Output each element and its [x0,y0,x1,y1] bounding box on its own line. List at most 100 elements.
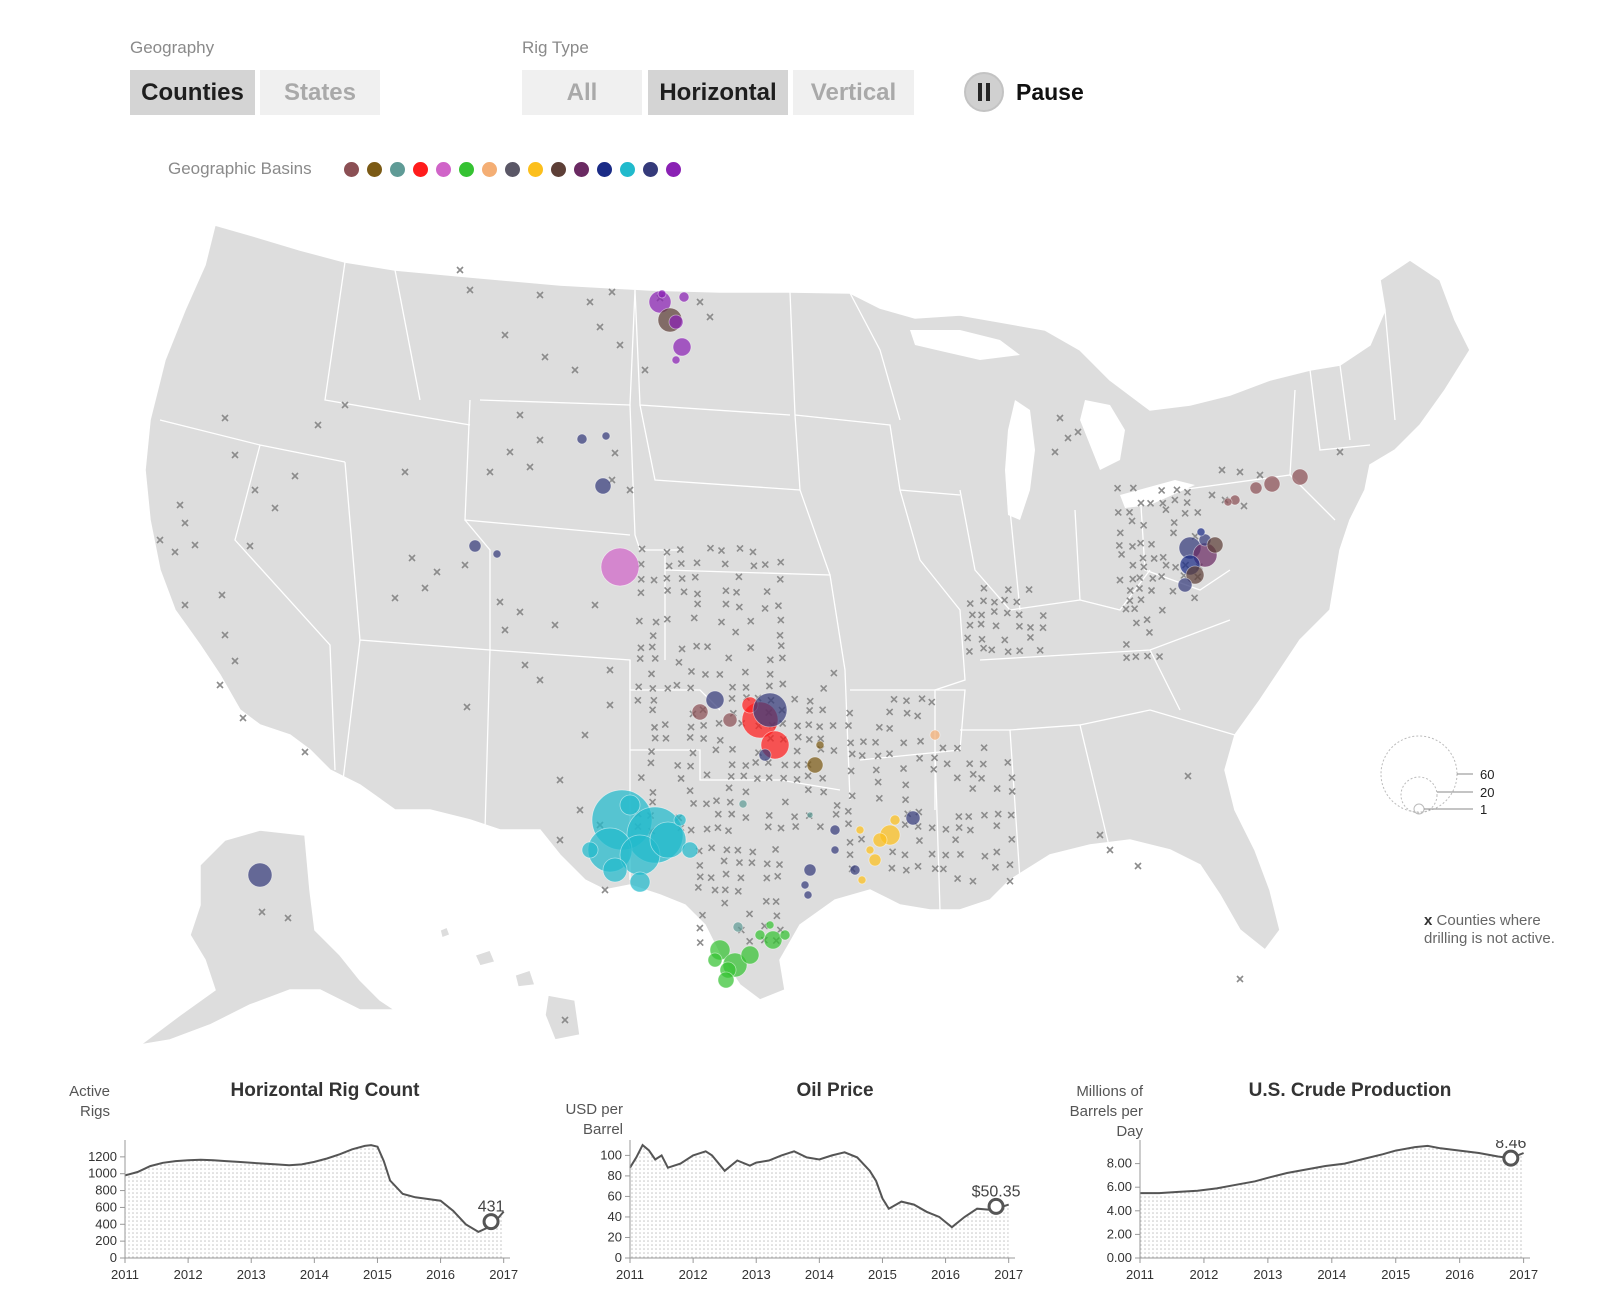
rig-bubble[interactable] [1206,536,1224,554]
rig-bubble[interactable] [602,857,628,883]
rig-bubble[interactable] [905,810,921,826]
rig-bubble[interactable] [649,821,687,859]
rig-bubble[interactable] [722,712,738,728]
rig-bubble[interactable] [732,921,744,933]
rig-bubble[interactable] [600,547,640,587]
rig-bubble[interactable] [672,337,692,357]
basin-swatch-6[interactable] [458,161,474,177]
rig-bubbles[interactable] [247,289,1309,989]
rig-bubble[interactable] [763,930,783,950]
rig-bubble[interactable] [872,832,888,848]
rig-bubble[interactable] [673,813,687,827]
rig-bubble[interactable] [707,952,723,968]
inactive-county-marker [647,670,656,678]
rig-bubble[interactable] [705,690,725,710]
rig-bubble[interactable] [247,862,273,888]
rig-bubble[interactable] [868,853,882,867]
rig-bubble[interactable] [717,971,735,989]
pause-button[interactable]: Pause [964,70,1084,114]
rig-bubble[interactable] [855,825,865,835]
rig-bubble[interactable] [929,729,941,741]
rig-bubble[interactable] [806,811,814,819]
basin-swatch-13[interactable] [619,161,635,177]
basin-swatch-10[interactable] [550,161,566,177]
geography-states-button[interactable]: States [260,70,380,115]
crude-production-chart[interactable]: 0.00 2.00 4.00 6.00 8.00 2011 2012 2013 2014 2015… [1080,1140,1580,1300]
rig-bubble[interactable] [806,756,824,774]
rig-type-vertical-button[interactable]: Vertical [793,70,914,115]
basin-swatch-15[interactable] [665,161,681,177]
rig-bubble[interactable] [681,841,699,859]
rig-bubble[interactable] [1223,497,1233,507]
rig-bubble[interactable] [800,880,810,890]
rig-bubble[interactable] [758,748,772,762]
basin-swatch-7[interactable] [481,161,497,177]
rig-bubble[interactable] [629,871,651,893]
y-tick-label: 100 [600,1147,622,1162]
rig-bubble[interactable] [815,740,825,750]
rig-bubble[interactable] [738,799,748,809]
current-value-marker[interactable] [987,1197,1005,1215]
inactive-county-marker [1135,584,1144,593]
rig-bubble[interactable] [857,875,867,885]
rig-bubble[interactable] [668,314,684,330]
rig-bubble[interactable] [1291,468,1309,486]
inactive-county-marker [993,784,1001,793]
basin-swatch-4[interactable] [412,161,428,177]
basin-swatch-3[interactable] [389,161,405,177]
rig-bubble[interactable] [829,824,841,836]
current-value-marker[interactable] [482,1213,500,1231]
inactive-county-marker [794,733,802,741]
inactive-county-marker [742,788,750,796]
rig-bubble[interactable] [1185,565,1205,585]
rig-bubble[interactable] [765,920,775,930]
rig-bubble[interactable] [803,863,817,877]
rig-bubble[interactable] [1196,527,1206,537]
oil-price-chart[interactable]: 0 20 40 60 80 100 2011 2012 2013 2014 2015 2016 2017… [575,1140,1055,1300]
rig-bubble[interactable] [594,477,612,495]
rig-bubble[interactable] [1249,481,1263,495]
rig-bubble[interactable] [691,703,709,721]
rig-bubble[interactable] [1177,577,1193,593]
inactive-county-marker [675,658,683,666]
rig-bubble[interactable] [889,814,901,826]
rig-bubble[interactable] [1263,475,1281,493]
rig-bubble[interactable] [849,864,861,876]
rig-bubble[interactable] [671,355,681,365]
rig-bubble[interactable] [752,692,788,728]
basin-swatch-5[interactable] [435,161,451,177]
basin-swatch-11[interactable] [573,161,589,177]
rig-bubble[interactable] [740,945,760,965]
rig-bubble[interactable] [576,433,588,445]
rig-bubble[interactable] [678,291,690,303]
rig-bubble[interactable] [657,289,667,299]
current-value-marker[interactable] [1502,1149,1520,1167]
geography-counties-button[interactable]: Counties [130,70,255,115]
basin-swatch-1[interactable] [343,161,359,177]
inactive-county-marker [918,695,926,703]
basin-swatch-12[interactable] [596,161,612,177]
rig-bubble[interactable] [830,845,840,855]
inactive-county-marker [433,568,441,576]
inactive-county-marker [716,670,724,679]
rig-bubble[interactable] [468,539,482,553]
rig-bubble[interactable] [803,890,813,900]
rig-bubble[interactable] [754,929,766,941]
rig-bubble[interactable] [779,929,791,941]
rig-bubble[interactable] [581,841,599,859]
rig-type-all-button[interactable]: All [522,70,642,115]
rig-bubble[interactable] [619,794,641,816]
rig-bubble[interactable] [865,845,875,855]
inactive-county-marker [700,735,708,743]
basin-swatch-2[interactable] [366,161,382,177]
us-map[interactable]: 60 20 1 [0,190,1600,1060]
rig-bubble[interactable] [492,549,502,559]
basin-swatch-14[interactable] [642,161,658,177]
rig-type-horizontal-button[interactable]: Horizontal [648,70,788,115]
rig-bubble[interactable] [601,431,611,441]
inactive-county-marker [979,760,987,768]
inactive-county-marker [1016,647,1024,655]
basin-swatch-9[interactable] [527,161,543,177]
basin-swatch-8[interactable] [504,161,520,177]
